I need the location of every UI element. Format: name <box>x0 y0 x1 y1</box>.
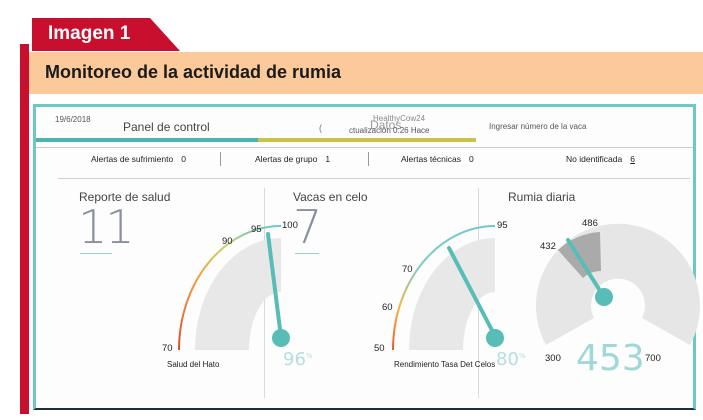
figure-heading: Monitoreo de la actividad de rumia <box>29 52 703 94</box>
rumination-title: Rumia diaria <box>508 190 576 204</box>
date-label: 19/6/2018 <box>55 115 91 124</box>
heat-count: 7 <box>293 200 322 254</box>
health-gauge-needle <box>266 232 283 339</box>
health-gauge-arc <box>178 225 282 351</box>
alert-separator <box>368 152 369 166</box>
health-tick-max: 100 <box>282 220 298 231</box>
health-gauge-hub <box>272 329 290 347</box>
health-tick-min: 70 <box>162 343 173 354</box>
health-gauge-track <box>195 238 281 350</box>
tab-underline-data <box>258 138 476 142</box>
health-title: Reporte de salud <box>79 190 171 204</box>
alert-unidentified[interactable]: No identificada 6 <box>566 154 635 164</box>
tab-datos[interactable]: Datos <box>370 118 402 132</box>
rumination-tick-min: 300 <box>545 353 561 364</box>
figure-tag-label: Imagen 1 <box>48 23 131 44</box>
tab-active-underline <box>36 138 258 142</box>
nav-divider <box>36 147 693 148</box>
heat-gauge-needle <box>447 246 497 338</box>
heat-gauge-track <box>409 238 495 350</box>
heat-gauge-value: 80% <box>496 349 526 370</box>
app-name: HealthyCow24 <box>373 114 426 123</box>
heat-tick-max: 95 <box>497 220 508 231</box>
heat-count-underline <box>295 253 319 254</box>
alerts-divider <box>58 178 690 179</box>
health-tick: 95 <box>251 224 262 235</box>
accent-bar <box>20 44 29 414</box>
heat-gauge-hub <box>486 329 504 347</box>
heat-tick: 60 <box>382 302 393 313</box>
rumination-tick-high: 486 <box>582 218 598 229</box>
health-tick: 90 <box>222 236 233 247</box>
health-gauge-caption: Salud del Hato <box>167 360 220 369</box>
heat-gauge-arc <box>392 225 496 351</box>
heat-title: Vacas en celo <box>293 190 368 204</box>
alert-group[interactable]: Alertas de grupo 1 <box>255 154 331 164</box>
rumination-gauge-needle <box>566 238 606 299</box>
health-count: 11 <box>78 200 135 254</box>
health-gauge-value: 96% <box>283 349 313 370</box>
tab-panel-control[interactable]: Panel de control <box>123 120 210 134</box>
heat-tick-min: 50 <box>374 343 385 354</box>
rumination-value: 453 <box>576 338 645 379</box>
rumination-tick-max: 700 <box>645 353 661 364</box>
alert-separator <box>220 152 221 166</box>
alert-technical[interactable]: Alertas técnicas 0 <box>401 154 474 164</box>
update-time: ctualización 0:26 Hace <box>349 126 430 135</box>
cow-search-input[interactable]: Ingresar número de la vaca <box>489 122 587 131</box>
rumination-gauge-track <box>536 223 700 345</box>
alert-suffering[interactable]: Alertas de sufrimiento 0 <box>91 154 186 164</box>
rumination-gauge-hub <box>595 288 613 306</box>
loading-icon: ( <box>319 123 322 133</box>
figure-heading-text: Monitoreo de la actividad de rumia <box>45 62 342 82</box>
heat-gauge-caption: Rendimiento Tasa Det Celos <box>394 360 496 369</box>
rumination-tick-low: 432 <box>540 241 556 252</box>
health-count-underline <box>80 253 112 254</box>
heat-tick: 70 <box>402 264 413 275</box>
figure-tag: Imagen 1 <box>32 18 180 51</box>
